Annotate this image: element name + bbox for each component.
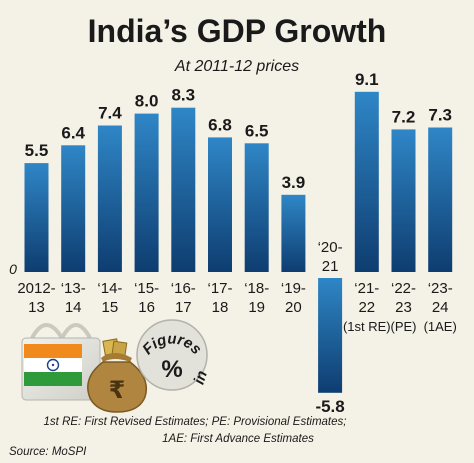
figures-in-percent-badge: Figures % in [136, 319, 211, 391]
tick-label-11-0: ‘23- [428, 280, 453, 297]
tick-label-3-0: ‘15- [134, 280, 159, 297]
value-label-9: 9.1 [355, 70, 379, 89]
value-label-8: -5.8 [315, 397, 344, 416]
bar-6 [244, 143, 269, 272]
tick-label-11-1: 24 [432, 299, 449, 316]
tick-label-1-1: 14 [65, 299, 82, 316]
tick-label-4-1: 17 [175, 299, 192, 316]
value-label-2: 7.4 [98, 104, 122, 123]
bar-5 [208, 137, 232, 272]
tick-label-0-0: 2012- [17, 280, 55, 297]
tick-label-10-0: ‘22- [391, 280, 416, 297]
badge-percent: % [161, 356, 182, 383]
tick-label-1-0: ‘13- [61, 280, 86, 297]
value-label-3: 8.0 [135, 92, 159, 111]
tick-label-8-1: 21 [322, 258, 339, 275]
tick-label-10-1: 23 [395, 299, 412, 316]
tick-label-5-0: ‘17- [207, 280, 232, 297]
source-label: Source: MoSPI [9, 446, 87, 458]
tick-label-5-1: 18 [212, 299, 229, 316]
tick-label-4-0: ‘16- [171, 280, 196, 297]
bar-10 [391, 129, 416, 272]
tick-label-9-1: 22 [358, 299, 375, 316]
tick-label-6-0: ‘18- [244, 280, 269, 297]
bar-9 [354, 91, 379, 272]
value-label-6: 6.5 [245, 121, 269, 140]
bar-3 [134, 113, 159, 272]
tick-labels-layer: 2012- 13 ‘13- 14 ‘14- 15 ‘15- 16 ‘16- 17 ‘17- 18 ‘18… [17, 239, 457, 334]
tick-label-9-2: (1st RE) [343, 319, 391, 334]
value-label-1: 6.4 [61, 123, 85, 142]
bar-4 [171, 107, 196, 272]
value-label-11: 7.3 [428, 106, 452, 125]
bars-layer [24, 91, 453, 393]
badge-text-in: in [191, 369, 211, 387]
tick-label-3-1: 16 [138, 299, 155, 316]
footnote-line-1: 1st RE: First Revised Estimates; PE: Pro… [44, 416, 347, 428]
bar-11 [428, 127, 453, 272]
chart-title: India’s GDP Growth [88, 13, 387, 49]
zero-axis-label: 0 [9, 261, 17, 277]
chart-subtitle: At 2011-12 prices [174, 58, 299, 75]
money-bag-icon: ₹ [87, 338, 148, 413]
tick-label-8-0: ‘20- [318, 239, 343, 256]
bar-8 [318, 278, 343, 393]
value-label-7: 3.9 [282, 173, 306, 192]
value-labels-layer: 5.5 6.4 7.4 8.0 8.3 6.8 6.5 3.9 -5.8 9.1 7.2 7.3 [25, 70, 452, 416]
footnote-line-2: 1AE: First Advance Estimates [162, 433, 314, 445]
bar-7 [281, 194, 306, 272]
tick-label-7-0: ‘19- [281, 280, 306, 297]
value-label-5: 6.8 [208, 115, 232, 134]
svg-text:₹: ₹ [109, 376, 126, 404]
tick-label-9-0: ‘21- [354, 280, 379, 297]
bar-1 [61, 145, 86, 272]
bar-0 [24, 163, 49, 272]
illustration: ₹ Figures % in [21, 319, 211, 413]
value-label-10: 7.2 [392, 107, 416, 126]
value-label-0: 5.5 [25, 141, 49, 160]
tick-label-2-0: ‘14- [97, 280, 122, 297]
bar-2 [97, 125, 122, 272]
tick-label-0-1: 13 [28, 299, 45, 316]
tick-label-11-2: (1AE) [424, 319, 457, 334]
value-label-4: 8.3 [171, 86, 195, 105]
tick-label-7-1: 20 [285, 299, 302, 316]
tick-label-2-1: 15 [102, 299, 119, 316]
tick-label-6-1: 19 [248, 299, 265, 316]
shopping-bag-icon [21, 323, 101, 401]
tick-label-10-2: (PE) [391, 319, 417, 334]
